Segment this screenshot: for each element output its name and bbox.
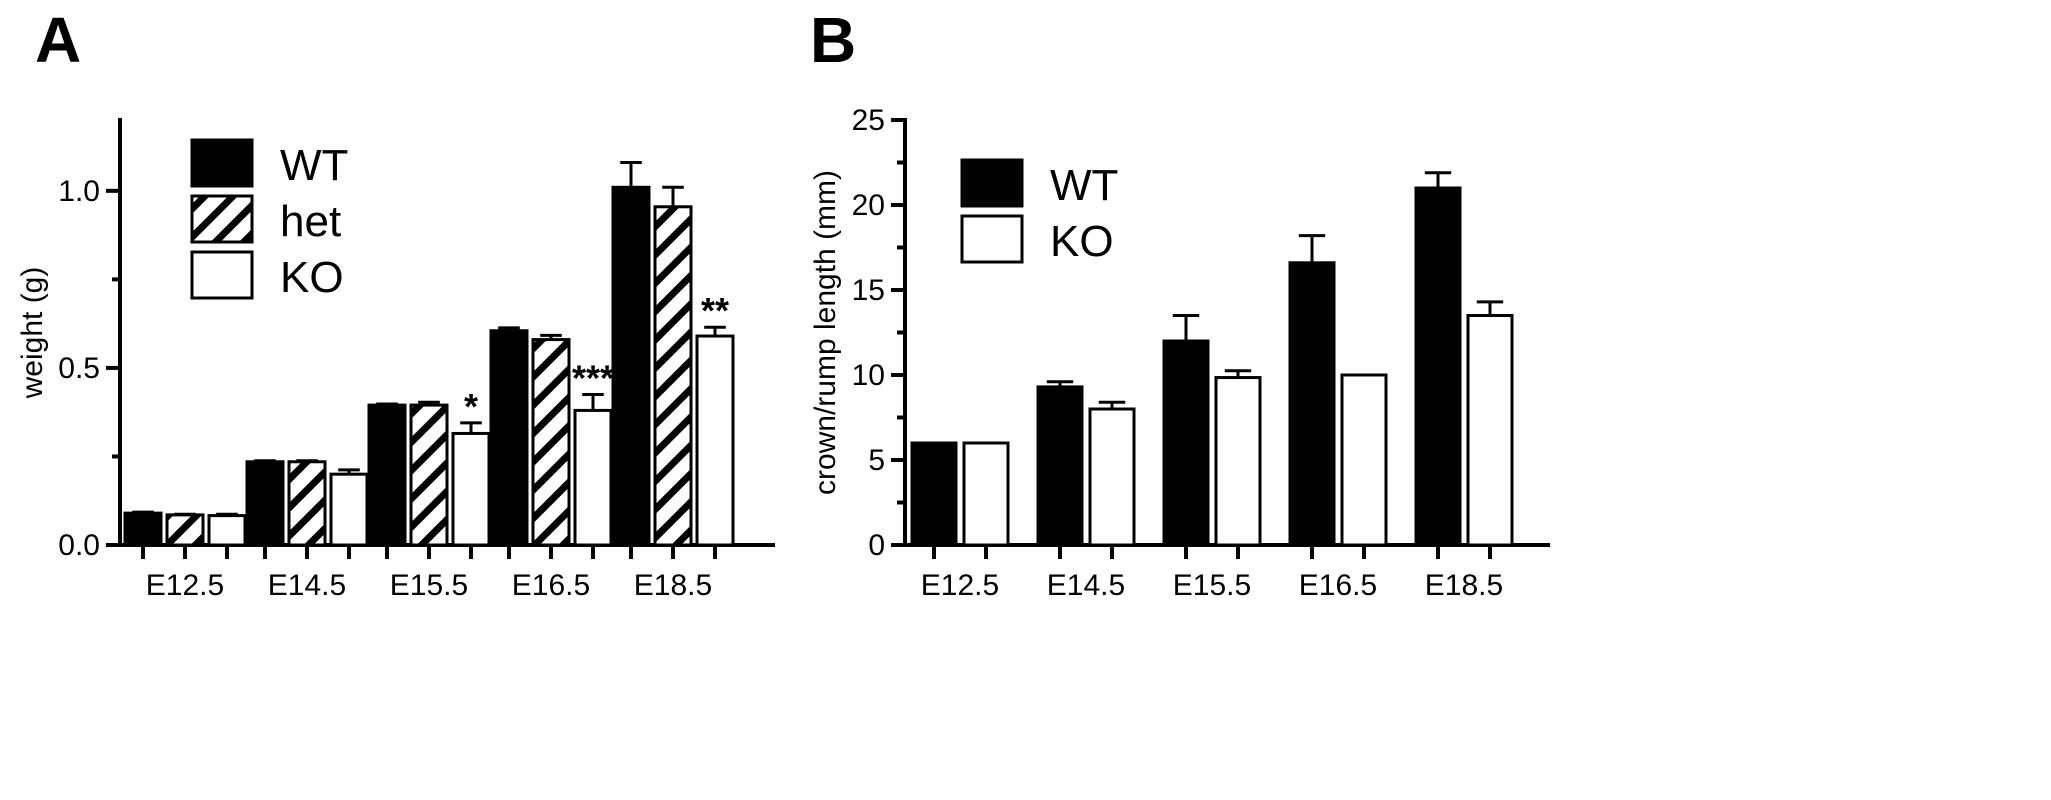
y-tick-label: 1.0 [58, 175, 100, 208]
y-tick-label: 25 [852, 104, 885, 137]
bar-ko-e15-5 [451, 431, 491, 547]
legend-label-ko: KO [1050, 217, 1114, 266]
bar-ko-e14-5 [1088, 407, 1136, 547]
y-tick-label: 0.0 [58, 529, 100, 562]
legend-swatch-wt [190, 138, 254, 188]
bar-het-e15-5 [409, 403, 449, 547]
x-category-label: E18.5 [634, 569, 712, 602]
legend-swatch-het [190, 194, 254, 244]
x-category-label: E12.5 [146, 569, 224, 602]
legend-label-wt: WT [280, 141, 348, 190]
bar-ko-e18-5 [695, 334, 735, 547]
bar-ko-e16-5 [573, 408, 613, 547]
significance-marker: ** [701, 290, 729, 331]
bar-het-e14-5 [287, 460, 327, 547]
legend-label-wt: WT [1050, 161, 1118, 210]
bar-ko-e16-5 [1340, 373, 1388, 547]
bar-het-e18-5 [653, 205, 693, 547]
y-tick-label: 15 [852, 274, 885, 307]
chart-a: 0.0 0.5 1.0 weight (g) E12.5 E14.5 E15.5 E16.5 E… [16, 118, 775, 602]
bar-ko-e12-5 [207, 514, 247, 547]
x-category-label: E16.5 [512, 569, 590, 602]
y-tick-label: 5 [868, 444, 885, 477]
bar-wt-e12-5 [123, 511, 163, 547]
bar-ko-e15-5 [1214, 376, 1262, 547]
legend-swatch-ko [960, 214, 1024, 264]
y-tick-label: 0.5 [58, 352, 100, 385]
y-axis-title: weight (g) [16, 267, 49, 400]
bar-wt-e18-5 [1414, 186, 1462, 547]
y-tick-label: 10 [852, 359, 885, 392]
bar-ko-e18-5 [1466, 314, 1514, 547]
x-category-label: E16.5 [1299, 569, 1377, 602]
panel-label-b: B [810, 4, 856, 76]
bar-ko-e12-5 [962, 441, 1010, 547]
bar-wt-e16-5 [1288, 261, 1336, 547]
x-category-label: E18.5 [1425, 569, 1503, 602]
bar-het-e16-5 [531, 338, 571, 547]
x-category-label: E12.5 [921, 569, 999, 602]
x-category-label: E15.5 [1173, 569, 1251, 602]
bar-wt-e15-5 [1162, 339, 1210, 547]
bar-wt-e16-5 [489, 329, 529, 547]
panel-label-a: A [35, 4, 81, 76]
chart-b: 0 5 10 15 20 25 crown/rump length (mm) E12.5 E14… [809, 104, 1550, 602]
bar-wt-e12-5 [910, 441, 958, 547]
bar-wt-e14-5 [245, 460, 285, 547]
y-tick-label: 20 [852, 189, 885, 222]
significance-marker: * [464, 386, 478, 427]
bar-wt-e18-5 [611, 185, 651, 547]
legend-label-het: het [280, 197, 341, 246]
x-category-label: E14.5 [268, 569, 346, 602]
legend-label-ko: KO [280, 253, 344, 302]
bar-wt-e15-5 [367, 403, 407, 547]
y-axis-title: crown/rump length (mm) [809, 170, 842, 495]
significance-marker: *** [572, 357, 614, 398]
bar-het-e12-5 [165, 513, 205, 547]
x-category-label: E14.5 [1047, 569, 1125, 602]
x-category-label: E15.5 [390, 569, 468, 602]
bar-wt-e14-5 [1036, 385, 1084, 547]
legend-swatch-wt [960, 158, 1024, 208]
y-tick-label: 0 [868, 529, 885, 562]
bar-ko-e14-5 [329, 472, 369, 547]
legend-swatch-ko [190, 250, 254, 300]
